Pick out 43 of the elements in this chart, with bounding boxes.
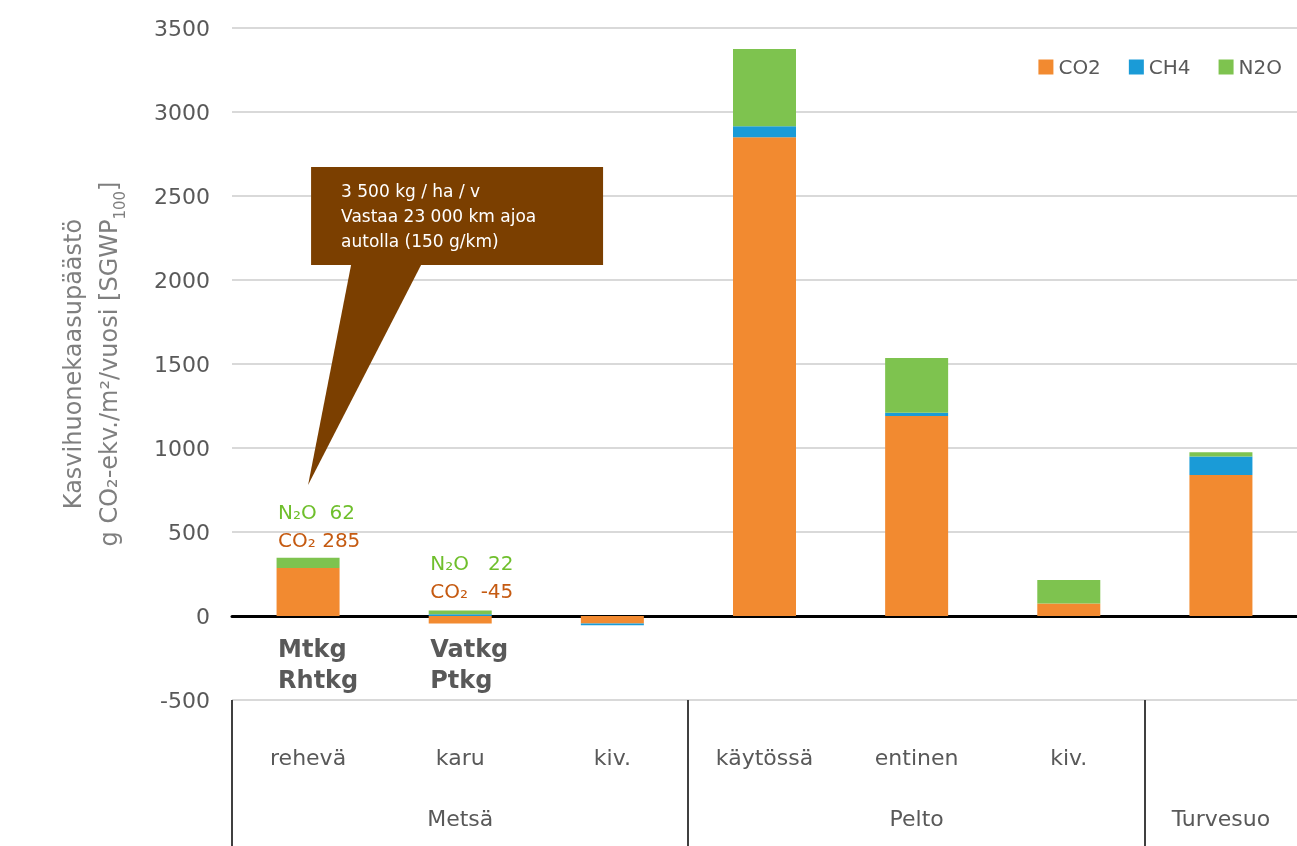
annotation: CO₂ 285	[278, 528, 361, 553]
bar	[733, 126, 796, 138]
legend-label: N2O	[1238, 55, 1283, 79]
bar	[733, 49, 796, 127]
annotation: CO₂ -45	[430, 578, 514, 603]
bar	[885, 416, 949, 616]
bar	[580, 616, 644, 624]
text: Pelto	[889, 805, 944, 831]
bar	[1037, 603, 1101, 616]
bar	[276, 568, 340, 616]
bar	[885, 358, 949, 413]
bar	[1189, 474, 1253, 616]
annotation: N₂O 62	[278, 499, 355, 524]
text: Metsä	[427, 805, 494, 831]
y-tick-label: 3500	[154, 15, 210, 41]
legend-label: CH4	[1148, 55, 1191, 79]
text: Turvesuo	[1170, 805, 1271, 831]
bar	[1037, 579, 1101, 604]
bar	[1189, 452, 1253, 457]
annotation: Vatkg Ptkg	[430, 635, 509, 695]
bar	[1189, 456, 1253, 475]
x-tick-label: käytössä	[715, 744, 814, 770]
y-tick-label: 3000	[154, 99, 210, 125]
y-tick-label: 1000	[154, 435, 210, 461]
x-tick-label: kiv.	[1050, 744, 1088, 770]
legend-label: CO2	[1058, 55, 1101, 79]
annotation: N₂O 22	[430, 551, 514, 576]
x-tick-label: entinen	[874, 744, 959, 770]
annotation: 3 500 kg / ha / v Vastaa 23 000 km ajoa autolla (150 g/km)	[341, 181, 537, 252]
y-tick-label: -500	[160, 687, 210, 713]
x-tick-label: rehevä	[270, 744, 347, 770]
y-tick-label: 2000	[154, 267, 210, 293]
y-axis-title: Kasvihuonekaasupäästö g CO₂-ekv./m²/vuosi [SGWP100]	[59, 181, 129, 547]
x-tick-label: karu	[435, 744, 485, 770]
bar	[276, 557, 340, 569]
y-tick-label: 2500	[154, 183, 210, 209]
x-tick-label: kiv.	[593, 744, 631, 770]
y-tick-label: 1500	[154, 351, 210, 377]
bar	[733, 137, 796, 616]
y-tick-label: 500	[168, 519, 210, 545]
y-tick-label: 0	[196, 603, 210, 629]
bar	[428, 616, 492, 624]
annotation: Mtkg Rhtkg	[278, 635, 359, 695]
